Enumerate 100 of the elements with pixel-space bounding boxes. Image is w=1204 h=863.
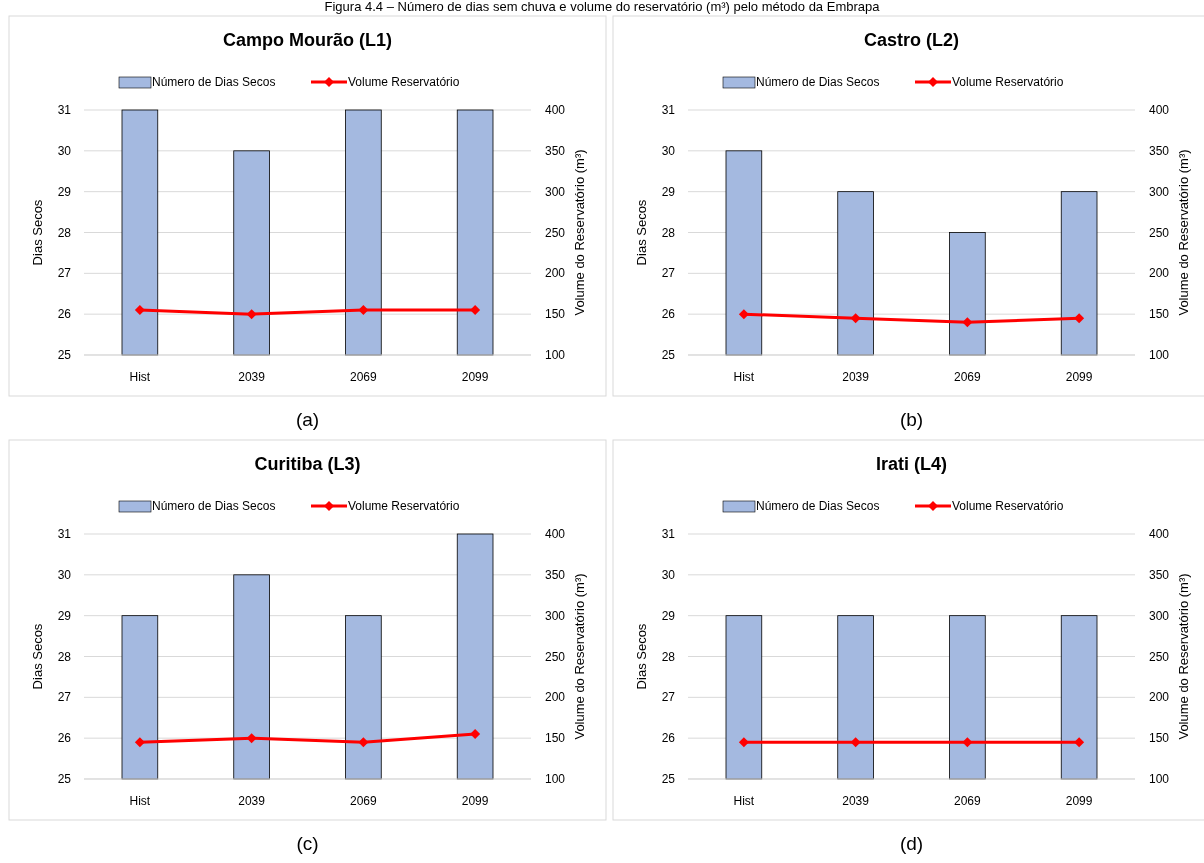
y2-tick-label: 200 [1149,266,1170,281]
y-tick-label: 26 [661,731,676,746]
y-tick-label: 29 [57,184,72,199]
x-tick-label: 2099 [1065,794,1093,808]
y2-tick-label: 350 [545,567,566,582]
x-tick-label: 2069 [350,794,378,808]
y2-axis-title: Volume do Reservatório (m³) [572,573,587,740]
text: (d) [899,833,924,854]
y2-tick-label: 200 [545,690,566,705]
y-tick-label: 25 [57,348,72,362]
chart-title: Campo Mourão (L1) [223,30,392,50]
y-tick-label: 29 [57,608,72,623]
text: Figura 4.4 – Número de dias sem chuva e volume do reservatório (m³) pelo método da Embrapa [324,0,881,14]
y-tick-label: 27 [661,266,676,281]
y-tick-label: 29 [661,184,676,199]
y2-tick-label: 300 [545,608,566,623]
y2-tick-label: 150 [1149,307,1170,322]
y-tick-label: 26 [661,307,676,322]
x-tick-label: Hist [129,370,151,384]
x-tick-label: 2039 [842,370,870,384]
y2-tick-label: 200 [1149,690,1170,705]
point [850,313,861,324]
y2-tick-label: 300 [1149,184,1170,199]
x-tick-label: 2099 [1065,370,1093,384]
chart-title: Castro (L2) [863,30,960,50]
point [470,729,481,740]
y-tick-label: 31 [57,527,72,541]
legend-label: Número de Dias Secos [756,499,880,513]
y2-tick-label: 350 [1149,567,1170,582]
y2-axis-title: Volume do Reservatório (m³) [1176,573,1191,740]
legend-label: Volume Reservatório [348,499,460,513]
y-tick-label: 30 [57,143,72,158]
legend-label: Volume Reservatório [952,75,1064,89]
y2-tick-label: 400 [1149,527,1170,541]
x-tick-label: Hist [129,794,151,808]
y-tick-label: 28 [57,649,72,664]
y-tick-label: 25 [57,772,72,786]
legend-label: Volume Reservatório [348,75,460,89]
chart-title: Irati (L4) [875,454,948,474]
y2-tick-label: 250 [1149,649,1170,664]
point [358,737,369,748]
y-tick-label: 25 [661,348,676,362]
y2-tick-label: 250 [545,649,566,664]
y2-tick-label: 300 [545,184,566,199]
y-axis-title: Dias Secos [634,199,649,266]
y2-tick-label: 250 [545,225,566,240]
point [738,309,749,320]
y2-tick-label: 400 [545,103,566,117]
y2-tick-label: 100 [1149,348,1170,362]
y-tick-label: 28 [57,225,72,240]
y2-axis-title: Volume do Reservatório (m³) [572,149,587,316]
y-axis-title: Dias Secos [30,623,45,690]
y2-axis-title: Volume do Reservatório (m³) [1176,149,1191,316]
x-tick-label: 2099 [461,370,489,384]
y-tick-label: 28 [661,225,676,240]
chart-title: Curitiba (L3) [254,454,361,474]
y2-tick-label: 350 [545,143,566,158]
y2-tick-label: 150 [1149,731,1170,746]
point [1074,313,1085,324]
y-tick-label: 27 [661,690,676,705]
text: (a) [295,409,320,430]
y-axis-title: Dias Secos [30,199,45,266]
x-tick-label: 2069 [954,794,982,808]
x-tick-label: 2039 [238,794,266,808]
y2-tick-label: 250 [1149,225,1170,240]
y-tick-label: 31 [661,527,676,541]
y2-tick-label: 400 [545,527,566,541]
y-tick-label: 30 [661,567,676,582]
y-tick-label: 28 [661,649,676,664]
y2-tick-label: 400 [1149,103,1170,117]
y-tick-label: 26 [57,731,72,746]
y2-tick-label: 150 [545,307,566,322]
legend-label: Volume Reservatório [952,499,1064,513]
y2-tick-label: 200 [545,266,566,281]
y-tick-label: 30 [57,567,72,582]
legend-label: Número de Dias Secos [756,75,880,89]
y2-tick-label: 300 [1149,608,1170,623]
point [134,737,145,748]
y-tick-label: 27 [57,266,72,281]
y2-tick-label: 100 [1149,772,1170,786]
point [962,317,973,328]
y-axis-title: Dias Secos [634,623,649,690]
y-tick-label: 27 [57,690,72,705]
y-tick-label: 25 [661,772,676,786]
y2-tick-label: 100 [545,772,566,786]
y-tick-label: 29 [661,608,676,623]
y-tick-label: 30 [661,143,676,158]
x-tick-label: 2099 [461,794,489,808]
x-tick-label: 2069 [954,370,982,384]
x-tick-label: 2039 [842,794,870,808]
x-tick-label: 2069 [350,370,378,384]
y-tick-label: 31 [57,103,72,117]
text: (b) [899,409,924,430]
y2-tick-label: 150 [545,731,566,746]
y2-tick-label: 350 [1149,143,1170,158]
y-tick-label: 26 [57,307,72,322]
legend-label: Número de Dias Secos [152,499,276,513]
y-tick-label: 31 [661,103,676,117]
legend-label: Número de Dias Secos [152,75,276,89]
x-tick-label: 2039 [238,370,266,384]
